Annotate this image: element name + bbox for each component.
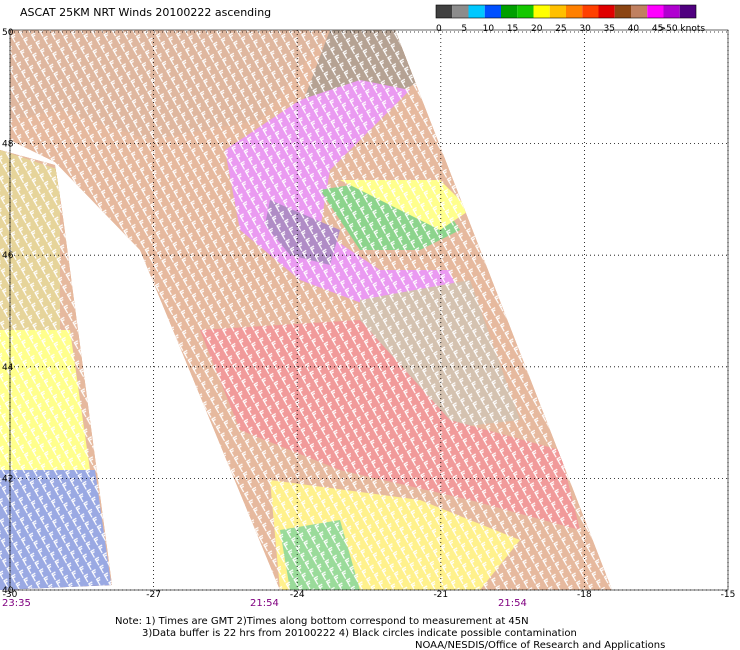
legend-swatch — [436, 5, 453, 18]
lat-tick-label: 40 — [2, 586, 14, 596]
swaths — [0, 30, 612, 590]
legend-swatch — [631, 5, 648, 18]
lat-tick-label: 48 — [2, 140, 14, 150]
legend-swatch — [533, 5, 550, 18]
legend-label: >50 knots — [659, 24, 706, 34]
legend-swatch — [663, 5, 680, 18]
legend-swatch — [501, 5, 518, 18]
map-title: ASCAT 25KM NRT Winds 20100222 ascending — [20, 6, 271, 19]
legend-swatch — [468, 5, 485, 18]
legend-label: 45 — [652, 24, 663, 34]
lat-tick-label: 46 — [2, 251, 14, 261]
legend-swatch — [614, 5, 631, 18]
time-label: 21:54 — [498, 598, 527, 609]
lon-tick-label: -15 — [721, 590, 736, 600]
legend-label: 5 — [461, 24, 467, 34]
note-line: NOAA/NESDIS/Office of Research and Appli… — [415, 640, 665, 650]
time-label: 23:35 — [2, 598, 31, 609]
legend-label: 0 — [436, 24, 442, 34]
legend-swatch — [679, 5, 696, 18]
barb-texture — [0, 30, 612, 590]
legend-label: 15 — [507, 24, 518, 34]
legend-swatch — [598, 5, 615, 18]
lat-tick-label: 44 — [2, 363, 14, 373]
legend-swatch — [452, 5, 469, 18]
note-line: Note: 1) Times are GMT 2)Times along bot… — [115, 616, 529, 627]
time-label: 21:54 — [250, 598, 279, 609]
legend-swatch — [582, 5, 599, 18]
lon-tick-label: -18 — [577, 590, 592, 600]
legend-swatch — [566, 5, 583, 18]
legend-label: 35 — [604, 24, 615, 34]
legend-label: 40 — [628, 24, 640, 34]
lon-tick-label: -30 — [3, 590, 18, 600]
legend-label: 30 — [579, 24, 591, 34]
legend-swatch — [549, 5, 566, 18]
legend-swatch — [517, 5, 534, 18]
lon-tick-label: -27 — [146, 590, 161, 600]
note-line: 3)Data buffer is 22 hrs from 20100222 4)… — [142, 628, 577, 639]
legend-swatch — [484, 5, 501, 18]
lat-tick-label: 50 — [2, 28, 14, 38]
legend-frame — [435, 4, 697, 19]
legend-label: 20 — [531, 24, 543, 34]
lon-tick-label: -24 — [290, 590, 305, 600]
lat-tick-label: 42 — [2, 474, 13, 484]
legend-label: 25 — [555, 24, 566, 34]
lon-tick-label: -21 — [433, 590, 448, 600]
legend-swatch — [647, 5, 664, 18]
legend-label: 10 — [483, 24, 495, 34]
